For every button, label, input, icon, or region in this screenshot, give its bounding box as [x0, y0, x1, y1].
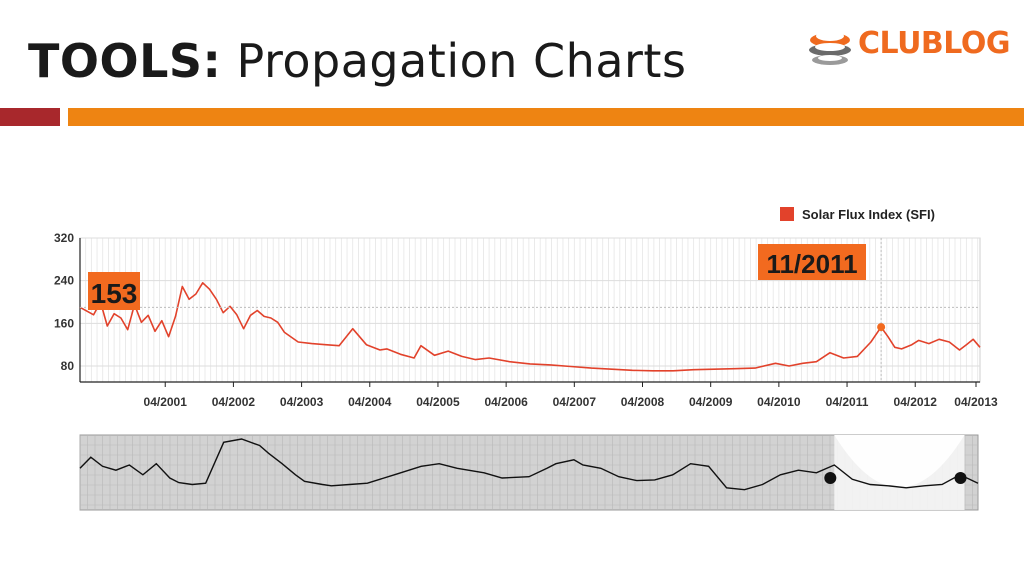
overview-range-handle — [954, 472, 967, 484]
x-tick-label: 04/2007 — [553, 395, 597, 409]
data-point-marker — [877, 323, 886, 332]
value-callout-label: 153 — [91, 278, 138, 309]
logo-log-text: LOG — [943, 26, 1010, 61]
x-tick-label: 04/2006 — [484, 395, 528, 409]
overview-range-handle — [824, 472, 837, 484]
x-tick-label: 04/2003 — [280, 395, 324, 409]
x-tick-label: 04/2013 — [954, 395, 998, 409]
x-tick-label: 04/2010 — [757, 395, 801, 409]
x-tick-label: 04/2005 — [416, 395, 460, 409]
y-tick-label: 240 — [54, 274, 74, 288]
slide-title-rest: Propagation Charts — [221, 34, 687, 88]
x-tick-label: 04/2002 — [212, 395, 256, 409]
clublog-logo: CLUBLOG — [808, 20, 1010, 76]
x-tick-label: 04/2012 — [894, 395, 938, 409]
legend-label: Solar Flux Index (SFI) — [802, 207, 935, 222]
accent-bar-orange — [68, 108, 1024, 126]
clublog-globe-icon — [809, 31, 851, 65]
y-tick-label: 160 — [54, 316, 74, 330]
value-callout-box — [88, 272, 140, 310]
slide-title: TOOLS: Propagation Charts — [28, 34, 686, 88]
slide-title-bold: TOOLS: — [28, 34, 222, 88]
sfi-series-line — [79, 281, 981, 372]
accent-bar-red — [0, 108, 60, 126]
overview-chart — [79, 434, 979, 511]
y-tick-label: 320 — [54, 231, 74, 245]
sfi-chart: 80 160 240 320 04/2001 04/2002 04/2003 04/2004 0… — [54, 207, 998, 409]
y-tick-label: 80 — [61, 359, 75, 373]
date-callout-label: 11/2011 — [766, 249, 857, 279]
legend-swatch — [780, 207, 794, 221]
x-tick-label: 04/2008 — [621, 395, 665, 409]
x-tick-label: 04/2001 — [144, 395, 188, 409]
overview-selection-highlight — [834, 435, 965, 488]
logo-club-text: CLUB — [858, 26, 944, 61]
x-tick-label: 04/2011 — [826, 395, 869, 409]
clublog-wordmark: CLUBLOG — [858, 26, 1010, 61]
date-callout-box — [758, 244, 866, 280]
overview-series-line — [79, 438, 979, 491]
x-tick-label: 04/2009 — [689, 395, 733, 409]
x-tick-label: 04/2004 — [348, 395, 392, 409]
